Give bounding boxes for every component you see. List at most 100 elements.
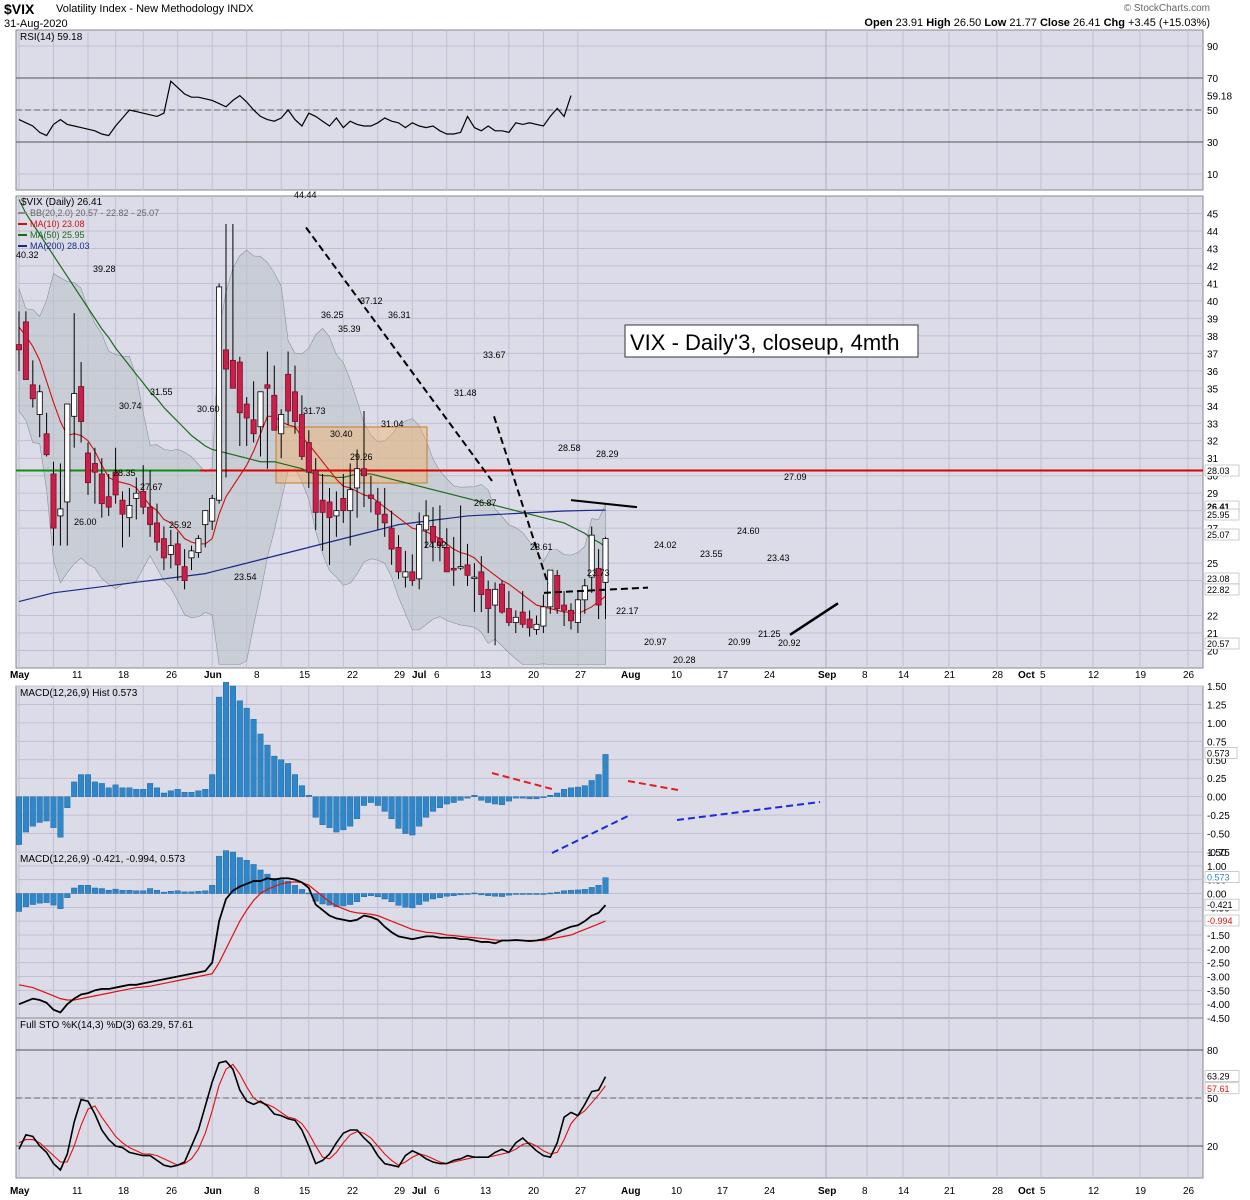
candle: [98, 473, 105, 505]
macd-hist-bar-2: [71, 887, 78, 894]
macd-right-box: [1204, 914, 1240, 927]
x-axis-label: 14: [898, 1186, 910, 1197]
candle: [478, 571, 485, 595]
y-tick-label: 25: [1207, 559, 1219, 570]
y-tick-label: 38: [1207, 332, 1219, 343]
candle: [588, 534, 595, 578]
y-tick-label: 22: [1207, 612, 1219, 623]
candle: [140, 491, 147, 508]
price-label: 20.92: [778, 638, 801, 648]
candle: [36, 391, 43, 415]
macd-hist-bar: [478, 796, 485, 801]
price-label: 23.54: [234, 572, 257, 582]
macd-hist-bar-2: [43, 893, 50, 903]
macd-hist-bar: [443, 796, 450, 805]
macd-hist-bar: [298, 785, 305, 797]
candle: [436, 538, 443, 547]
y-tick-label: -3.50: [1207, 986, 1230, 997]
macd-hist-bar-2: [436, 893, 443, 898]
ma50-line: [18, 199, 606, 548]
macd-hist-bar-2: [195, 891, 202, 894]
macd-hist-bar: [78, 774, 85, 797]
x-axis-label: 21: [944, 1186, 956, 1197]
macd-hist-bar: [112, 784, 119, 797]
candle: [319, 499, 326, 513]
candle: [85, 452, 92, 484]
macd-hist-bar: [471, 794, 478, 797]
y-tick-label: 30: [1207, 472, 1219, 483]
macd-hist-bar: [147, 783, 154, 797]
candle: [112, 471, 119, 496]
price-label: 31.73: [303, 406, 326, 416]
macd-hist-bar-2: [147, 888, 154, 894]
macd-hist-bar: [105, 787, 112, 797]
x-axis-label: 27: [575, 1186, 587, 1197]
candle: [492, 588, 499, 606]
right-value-box: [1204, 637, 1240, 650]
x-axis-label: 12: [1088, 1186, 1100, 1197]
macd-hist-bar: [84, 774, 91, 797]
x-axis-label: Jun: [204, 670, 222, 681]
candle: [333, 510, 340, 517]
y-tick-label: 1.50: [1207, 682, 1227, 693]
macd-hist-last: 0.573: [1207, 748, 1230, 758]
x-axis-label: 13: [480, 1186, 492, 1197]
macd-hist-bar-2: [181, 891, 188, 894]
price-label: 21.25: [758, 629, 781, 639]
y-tick-label: 70: [1207, 74, 1219, 85]
rsi-last-value: 59.18: [1207, 91, 1232, 102]
macd-hist-bar: [568, 787, 575, 797]
x-axis-label: 17: [717, 1186, 729, 1197]
macd-hist-bar-2: [533, 893, 540, 895]
price-label: 24.92: [424, 540, 447, 550]
candle: [133, 492, 140, 499]
macd-hist-bar: [264, 744, 271, 797]
sto-title: Full STO %K(14,3) %D(3) 63.29, 57.61: [20, 1020, 194, 1031]
low-value: 21.77: [1009, 17, 1037, 29]
macd-right-label: -0.994: [1207, 916, 1233, 926]
price-label: 28.58: [558, 443, 581, 453]
y-tick-label: -4.50: [1207, 1014, 1230, 1025]
macd-hist-bar: [305, 794, 312, 797]
candle: [188, 550, 195, 559]
x-axis-label: 21: [944, 670, 956, 681]
x-axis-label: Aug: [621, 1186, 640, 1197]
price-label: 26.00: [74, 517, 97, 527]
price-label: 30.74: [119, 401, 142, 411]
y-tick-label: 34: [1207, 402, 1219, 413]
sto-right-box: [1204, 1070, 1240, 1082]
macd-hist-bar: [257, 733, 264, 797]
right-value-label: 26.41: [1207, 502, 1230, 512]
candle: [15, 344, 22, 351]
candle: [326, 501, 333, 519]
candle: [209, 498, 216, 522]
candle: [602, 538, 609, 583]
macd-hist-bar-2: [423, 893, 430, 902]
macd-hist-bar-2: [250, 864, 257, 894]
candle: [147, 506, 154, 526]
macd-hist-bar-2: [568, 889, 575, 894]
candle: [312, 470, 319, 513]
hist-trend-blue-1: [551, 815, 629, 854]
macd-hist-bar: [388, 796, 395, 820]
candle: [264, 384, 271, 389]
macd-hist-bar: [402, 796, 409, 834]
candle: [450, 567, 457, 571]
candle: [498, 583, 505, 613]
right-value-label: 25.95: [1207, 510, 1230, 520]
macd-hist-bar-2: [112, 888, 119, 894]
candle: [409, 571, 416, 581]
y-tick-label: 43: [1207, 244, 1219, 255]
macd-hist-bar: [202, 789, 209, 797]
macd-hist-bar: [91, 781, 98, 797]
candle: [153, 522, 160, 543]
y-tick-label: 1.50: [1207, 848, 1227, 859]
x-axis-label: 28: [992, 670, 1004, 681]
legend-entry: MA(200) 28.03: [30, 241, 90, 251]
macd-hist-bar-2: [409, 893, 416, 909]
y-tick-label: -0.25: [1207, 811, 1230, 822]
macd-hist-bar-2: [140, 890, 147, 894]
macd-hist-bar-2: [160, 891, 167, 894]
x-axis-label: Aug: [621, 670, 640, 681]
